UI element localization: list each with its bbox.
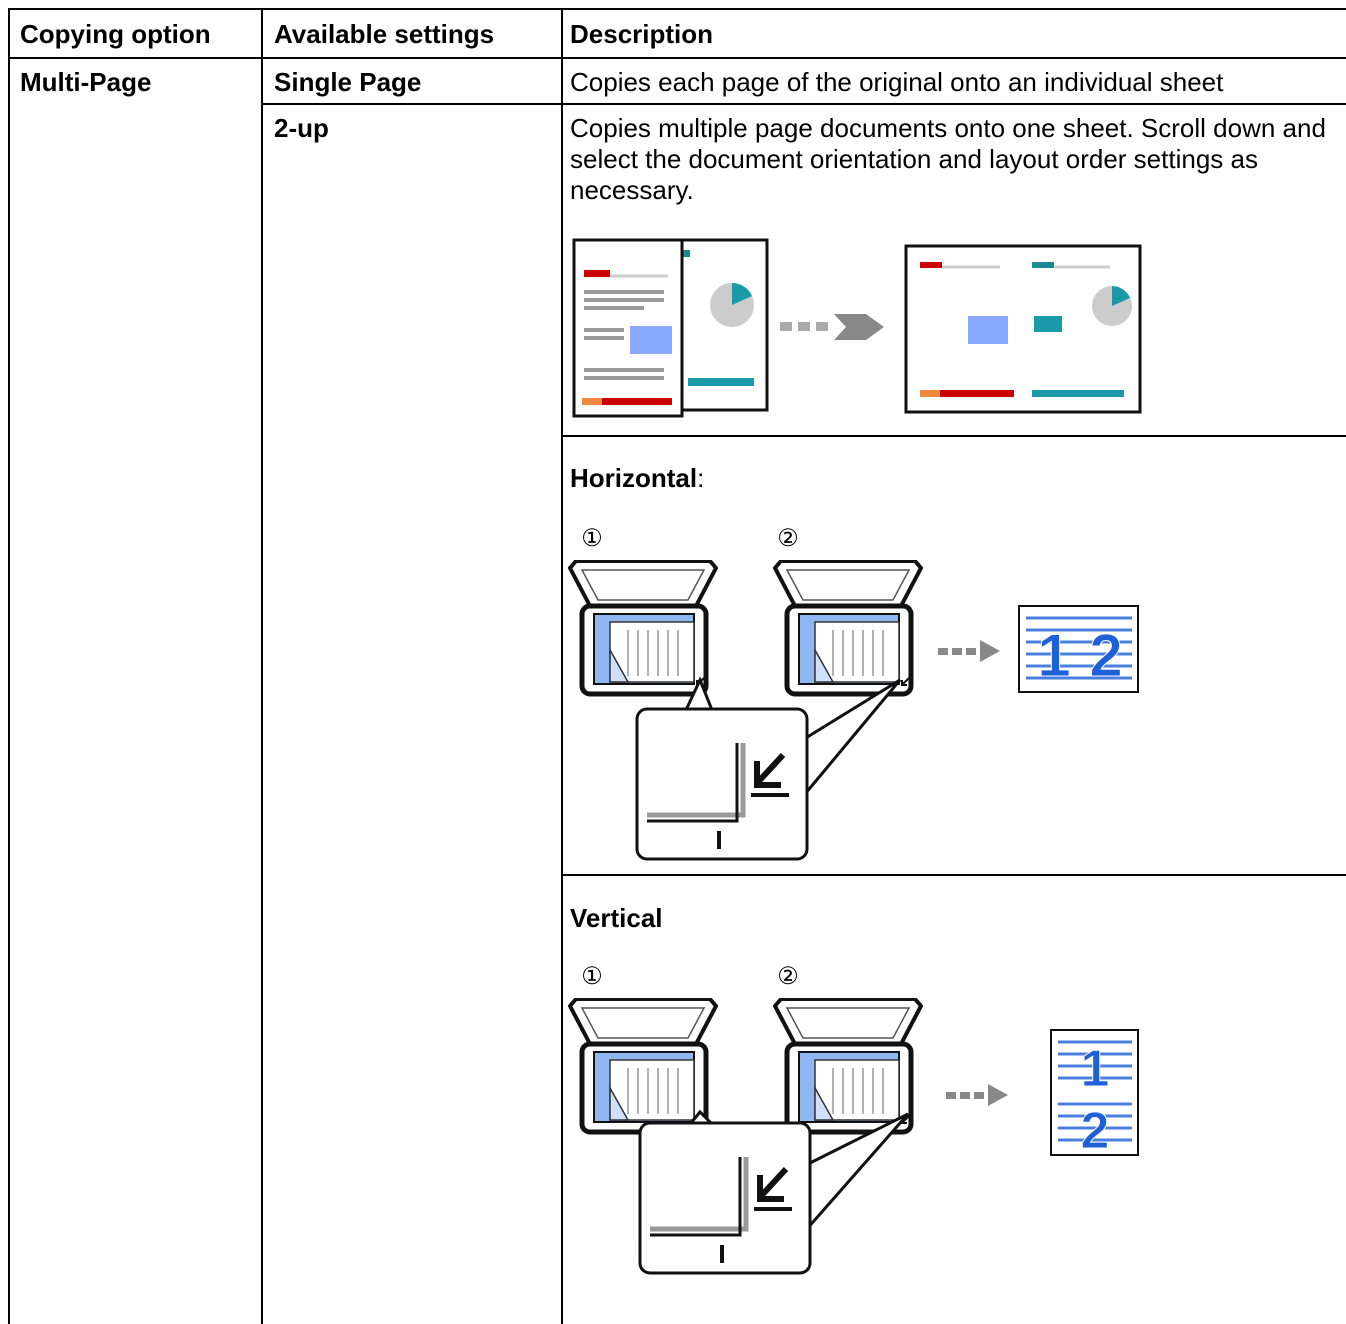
setting-description: Copies each page of the original onto an…: [570, 67, 1224, 97]
page-number: 2: [1081, 1102, 1110, 1160]
step-label: ②: [777, 963, 799, 990]
page-number: 1: [1037, 622, 1070, 689]
header-cell: Available settings: [274, 19, 495, 49]
header-cell: Copying option: [20, 19, 211, 49]
page-number: 2: [1089, 622, 1122, 689]
orientation-name: Vertical: [570, 903, 663, 933]
two-up-illustration: [574, 238, 1142, 416]
step-label: ①: [581, 525, 603, 552]
step-label: ②: [777, 525, 799, 552]
orientation-suffix: :: [697, 463, 705, 493]
page-number: 1: [1081, 1040, 1110, 1098]
setting-name: Single Page: [274, 67, 422, 97]
orientation-name: Horizontal: [570, 463, 698, 493]
table-borders: [8, 8, 1346, 1324]
orientation-heading: Horizontal:: [570, 463, 704, 493]
setting-name: 2-up: [274, 113, 329, 143]
vertical-illustration: [570, 999, 1139, 1273]
step-label: ①: [581, 963, 603, 990]
header-cell: Description: [570, 19, 714, 49]
option-name: Multi-Page: [20, 67, 152, 97]
horizontal-illustration: [570, 561, 1139, 859]
setting-description: Copies multiple page documents onto one …: [570, 113, 1326, 205]
